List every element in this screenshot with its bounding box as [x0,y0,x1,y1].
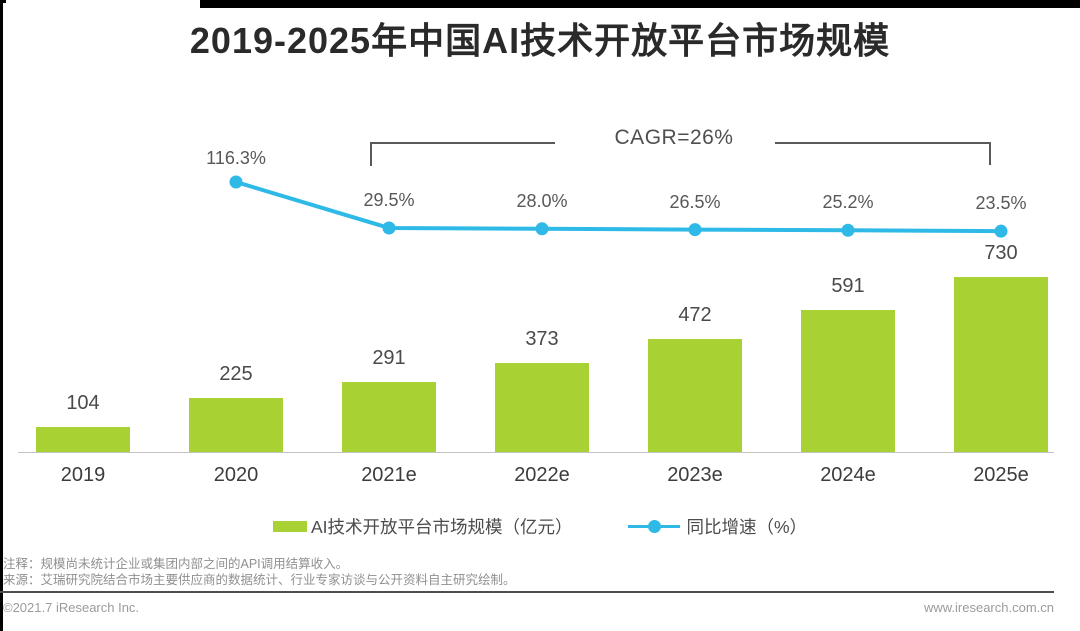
bar-value-label: 373 [525,328,559,350]
x-axis-label: 2022e [514,464,570,486]
growth-point [229,175,243,189]
x-axis-label: 2025e [973,464,1029,486]
bar-value-label: 104 [66,392,100,414]
bar-value-label: 291 [372,347,406,369]
bar-2022e [495,363,589,452]
top-edge-artifact [200,0,1080,8]
x-axis-label: 2024e [820,464,876,486]
footnote-note: 注释：规模尚未统计企业或集团内部之间的API调用结算收入。 [3,557,349,571]
bar-2023e [648,339,742,452]
growth-point [688,223,702,237]
bar-2021e [342,382,436,452]
cagr-bracket-right [775,142,991,165]
x-axis-label: 2020 [213,464,259,486]
bar-value-label: 730 [984,242,1018,264]
growth-point [535,222,549,236]
website-url: www.iresearch.com.cn [923,600,1054,615]
growth-rate-label: 26.5% [669,191,721,212]
growth-rate-label: 29.5% [363,190,415,210]
legend-item-growth: 同比增速（%） [628,514,807,539]
growth-point [994,224,1008,238]
growth-rate-label: 23.5% [975,193,1027,214]
bar-2020 [189,398,283,452]
bar-value-label: 472 [678,304,712,326]
cagr-bracket-left [370,142,555,166]
x-axis-label: 2023e [667,464,723,486]
legend-item-market-size: AI技术开放平台市场规模（亿元） [272,514,573,539]
bar-value-label: 225 [219,363,253,385]
legend: AI技术开放平台市场规模（亿元） 同比增速（%） [0,514,1080,539]
copyright-text: ©2021.7 iResearch Inc. [3,600,140,615]
growth-rate-label: 28.0% [516,190,568,211]
legend-label-growth: 同比增速（%） [686,517,808,537]
growth-point [382,221,396,235]
x-axis-line [18,452,1054,453]
footnotes: 注释：规模尚未统计企业或集团内部之间的API调用结算收入。 来源：艾瑞研究院结合… [3,556,516,588]
footer-divider [0,591,1054,593]
cagr-label: CAGR=26% [614,126,734,149]
left-edge-artifact [0,0,3,631]
line-marker-icon [628,520,681,533]
growth-rate-label: 116.3% [206,148,266,168]
bar-swatch-icon [272,521,307,532]
growth-rate-label: 25.2% [822,192,874,213]
corner-edge-artifact [0,0,6,3]
bar-2024e [801,310,895,452]
x-axis-label: 2021e [361,464,417,486]
legend-label-market-size: AI技术开放平台市场规模（亿元） [310,517,573,537]
bar-2025e [954,277,1048,452]
growth-point [841,223,855,237]
bar-2019 [36,427,130,452]
bar-value-label: 591 [831,275,865,297]
x-axis-label: 2019 [60,464,106,486]
page-title: 2019-2025年中国AI技术开放平台市场规模 [189,20,891,61]
footnote-source: 来源：艾瑞研究院结合市场主要供应商的数据统计、行业专家访谈与公开资料自主研究绘制… [3,573,516,587]
